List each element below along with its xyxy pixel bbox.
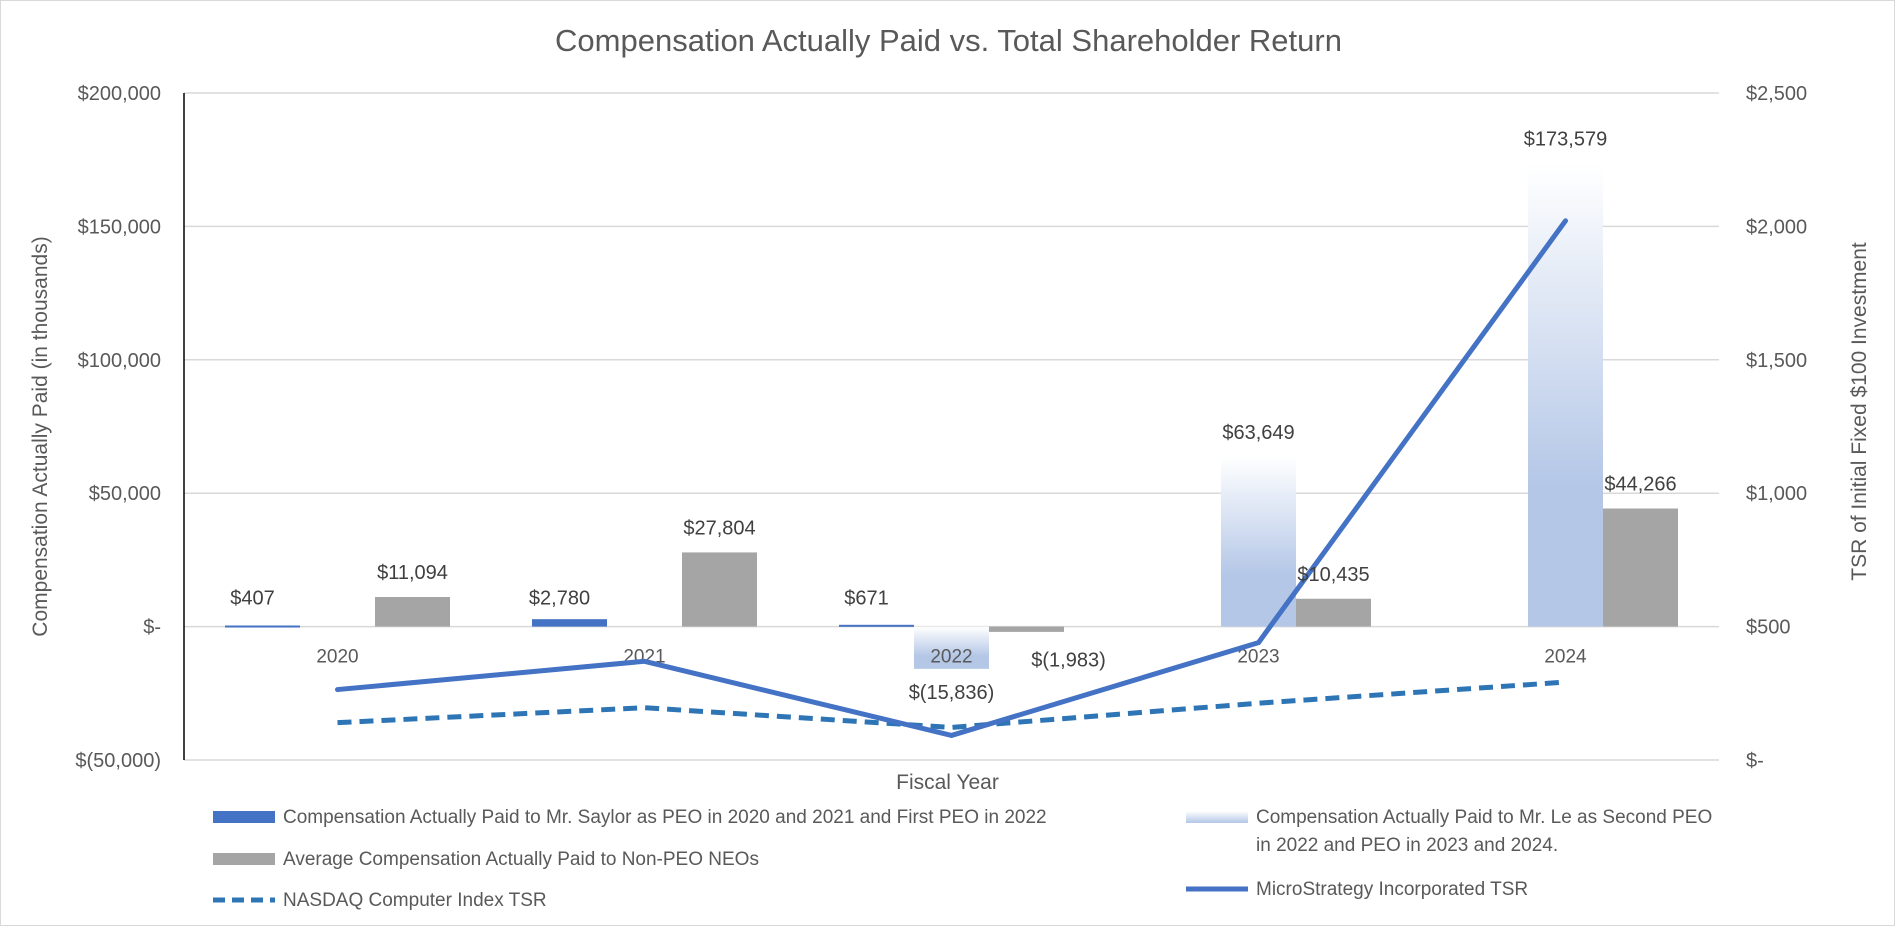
x-tick-label: 2020 <box>316 647 358 668</box>
legend-swatch-le <box>1186 811 1248 823</box>
bar-2021 <box>532 619 607 627</box>
bar-2022 <box>989 626 1064 632</box>
gridlines <box>184 92 1719 761</box>
bar-2024 <box>1603 508 1678 627</box>
legend-label-nasdaq: NASDAQ Computer Index TSR <box>283 890 547 911</box>
data-label: $11,094 <box>377 562 448 584</box>
y2-tick-label: $2,000 <box>1746 216 1807 238</box>
legend-item-mstr: MicroStrategy Incorporated TSR <box>1186 876 1528 904</box>
bar-2022 <box>914 626 989 669</box>
bar-2021 <box>682 552 757 627</box>
y-tick-label: $200,000 <box>78 83 161 105</box>
y2-tick-label: $1,000 <box>1746 483 1807 505</box>
bars <box>225 163 1678 669</box>
legend-swatch-non-peo <box>213 853 275 865</box>
nasdaq-tsr-line <box>337 679 1566 730</box>
y-tick-label: $- <box>143 617 161 639</box>
legend-item-nasdaq: NASDAQ Computer Index TSR <box>213 887 547 915</box>
legend-item-non-peo: Average Compensation Actually Paid to No… <box>213 846 759 874</box>
y-axis-title: Compensation Actually Paid (in thousands… <box>29 236 52 636</box>
bar-2020 <box>225 625 300 628</box>
y-tick-label: $50,000 <box>89 483 161 505</box>
x-tick-label: 2022 <box>930 647 972 668</box>
bar-2023 <box>1296 598 1371 627</box>
y-tick-label: $100,000 <box>78 350 161 372</box>
data-label: $2,780 <box>529 588 590 610</box>
data-label: $44,266 <box>1604 473 1676 495</box>
chart-title: Compensation Actually Paid vs. Total Sha… <box>555 23 1342 58</box>
bar-2020 <box>375 597 450 627</box>
mstr-tsr-line <box>335 218 1568 738</box>
legend-item-le: Compensation Actually Paid to Mr. Le as … <box>1186 804 1726 860</box>
legend-label-mstr: MicroStrategy Incorporated TSR <box>1256 879 1529 900</box>
data-label: $63,649 <box>1222 422 1294 444</box>
x-tick-label: 2024 <box>1544 647 1587 668</box>
legend-swatch-mstr <box>1186 886 1248 892</box>
data-label: $173,579 <box>1524 128 1607 150</box>
data-label: $671 <box>844 588 889 610</box>
legend-label-le: Compensation Actually Paid to Mr. Le as … <box>1256 807 1713 856</box>
y2-tick-label: $1,500 <box>1746 350 1807 372</box>
x-axis-title: Fiscal Year <box>896 771 999 794</box>
data-label: $407 <box>230 588 275 610</box>
tsr-lines <box>335 218 1568 738</box>
data-label: $(15,836) <box>909 682 995 704</box>
legend-label-saylor: Compensation Actually Paid to Mr. Saylor… <box>283 807 1047 828</box>
legend-swatch-nasdaq <box>213 897 275 903</box>
legend-item-saylor: Compensation Actually Paid to Mr. Saylor… <box>213 804 1047 832</box>
y2-tick-label: $2,500 <box>1746 83 1807 105</box>
y-tick-label: $150,000 <box>78 216 161 238</box>
y2-tick-label: $500 <box>1746 617 1791 639</box>
bar-2023 <box>1221 456 1296 627</box>
y-tick-label: $(50,000) <box>75 750 161 772</box>
data-labels: $407 $2,780 $671 $(15,836) $63,649 $173,579 $1… <box>230 128 1676 703</box>
data-label: $(1,983) <box>1031 650 1106 672</box>
legend-label-non-peo: Average Compensation Actually Paid to No… <box>283 849 759 870</box>
data-label: $27,804 <box>683 517 755 539</box>
data-label: $10,435 <box>1297 564 1369 586</box>
y2-tick-label: $- <box>1746 750 1764 772</box>
y2-axis-title: TSR of Initial Fixed $100 Investment <box>1848 242 1871 581</box>
bar-2022 <box>839 624 914 627</box>
legend-swatch-saylor <box>213 811 275 823</box>
axes: $200,000 $150,000 $100,000 $50,000 $- $(50,00… <box>29 83 1871 794</box>
x-tick-label: 2023 <box>1237 647 1279 668</box>
bar-2024 <box>1528 163 1603 627</box>
